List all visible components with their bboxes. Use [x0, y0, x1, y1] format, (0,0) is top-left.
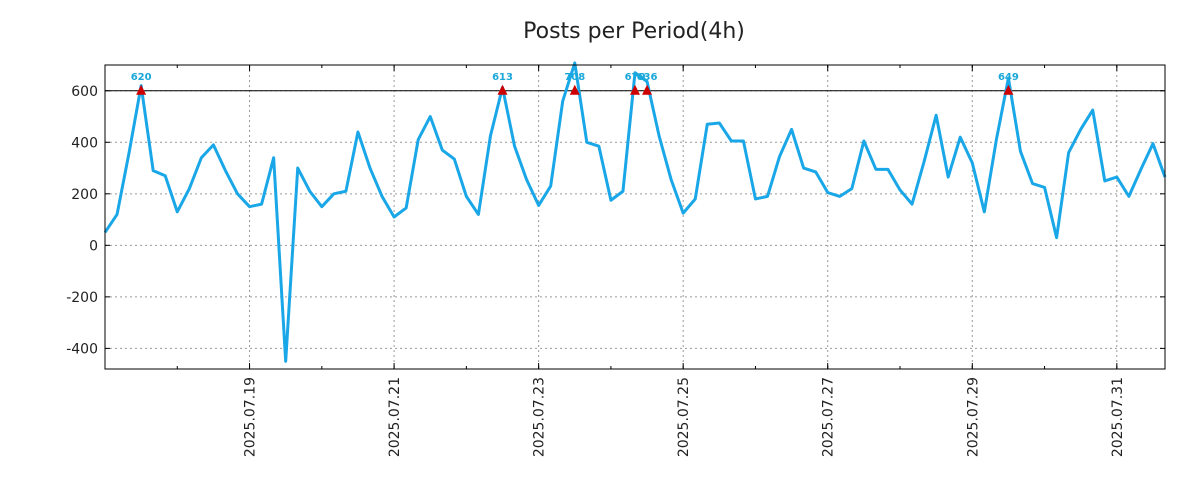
peak-label: 636 — [637, 72, 658, 83]
x-tick-label: 2025.07.29 — [965, 377, 981, 457]
y-tick-label: 400 — [71, 135, 98, 151]
peak-marker — [630, 84, 640, 95]
y-tick-label: 600 — [71, 84, 98, 100]
grid-layer — [105, 65, 1165, 369]
series-layer — [103, 61, 1167, 363]
peak-marker — [136, 84, 147, 95]
peak-label: 649 — [998, 72, 1019, 83]
peak-label: 670 — [625, 72, 646, 83]
y-tick-label: -200 — [66, 290, 98, 306]
x-tick-label: 2025.07.27 — [821, 377, 837, 457]
x-tick-label: 2025.07.19 — [243, 377, 259, 457]
series-line-posts — [103, 61, 1167, 363]
peak-label: 613 — [492, 72, 513, 83]
x-tick-label: 2025.07.21 — [387, 377, 403, 457]
peak-label: 620 — [131, 72, 152, 83]
y-tick-label: 0 — [89, 238, 98, 254]
axis-layer: -400 -200 0 200 400 600 2025.07.19 2025.07.21 20… — [66, 65, 1165, 457]
peak-marker — [497, 84, 508, 95]
x-tick-label: 2025.07.31 — [1110, 377, 1126, 457]
peak-marker — [642, 84, 653, 95]
y-tick-label: 200 — [71, 187, 98, 203]
plot-frame — [104, 64, 1166, 370]
y-tick-label: -400 — [66, 341, 98, 357]
peak-label: 708 — [564, 72, 585, 83]
peak-marker — [569, 84, 580, 95]
x-tick-label: 2025.07.25 — [676, 377, 692, 457]
chart-title: Posts per Period(4h) — [523, 19, 745, 44]
peak-marker — [1003, 84, 1014, 95]
x-tick-label: 2025.07.23 — [532, 377, 548, 457]
